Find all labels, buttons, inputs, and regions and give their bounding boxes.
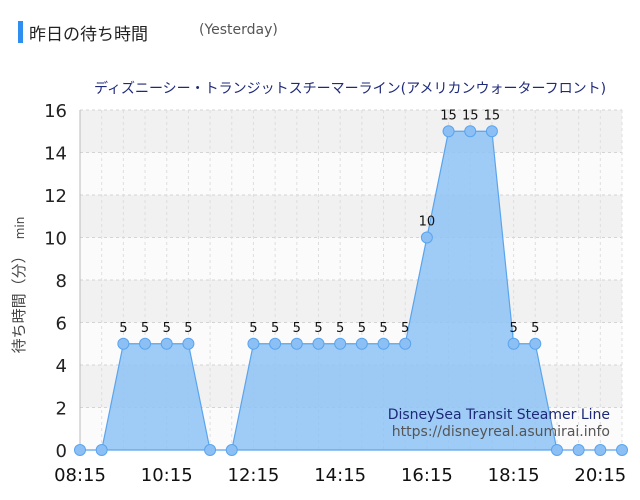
data-points (74, 125, 628, 456)
data-point (464, 125, 477, 138)
data-point (139, 337, 152, 350)
header-accent-bar (18, 21, 23, 43)
data-point (420, 231, 433, 244)
data-point (399, 337, 412, 350)
x-tick-label: 16:15 (401, 465, 453, 486)
data-point (247, 337, 260, 350)
y-axis-label: 待ち時間（分） (10, 248, 28, 353)
data-label: 5 (509, 321, 517, 336)
y-tick-label: 4 (56, 356, 67, 377)
y-tick-label: 14 (44, 144, 67, 165)
data-point (377, 337, 390, 350)
data-label: 5 (163, 321, 171, 336)
y-axis-unit: min (13, 217, 27, 240)
y-tick-label: 16 (44, 101, 67, 122)
data-point (182, 337, 195, 350)
data-point (204, 444, 217, 456)
y-axis-label-text: 待ち時間（分） min (9, 217, 28, 354)
header-title: 昨日の待ち時間 (29, 25, 148, 45)
x-tick-label: 10:15 (141, 465, 193, 486)
data-point (572, 444, 585, 456)
data-point (117, 337, 130, 350)
x-tick-label: 20:15 (574, 465, 626, 486)
data-label: 5 (358, 321, 366, 336)
plot-band (80, 280, 622, 323)
data-label: 5 (314, 321, 322, 336)
data-point (225, 444, 238, 456)
data-point (355, 337, 368, 350)
y-axis-ticks: 0 2 4 6 8 10 12 14 16 (44, 101, 67, 462)
data-label: 5 (249, 321, 257, 336)
y-axis-label-group: 待ち時間（分） min (9, 217, 28, 354)
data-label: 15 (440, 108, 457, 123)
data-label: 5 (119, 321, 127, 336)
y-tick-label: 0 (56, 441, 67, 462)
y-tick-label: 8 (56, 271, 67, 292)
data-label: 15 (462, 108, 479, 123)
data-point (485, 125, 498, 138)
y-tick-label: 10 (44, 229, 67, 250)
chart-header: 昨日の待ち時間 (Yesterday) (18, 18, 618, 46)
x-axis-ticks: 08:15 10:15 12:15 14:15 16:15 18:15 20:15 (54, 465, 626, 486)
watermark-url: https://disneyreal.asumirai.info (392, 424, 610, 440)
data-label: 5 (184, 321, 192, 336)
data-point (334, 337, 347, 350)
data-point (312, 337, 325, 350)
data-label: 5 (141, 321, 149, 336)
data-label: 5 (293, 321, 301, 336)
data-label: 5 (271, 321, 279, 336)
plot-band (80, 237, 622, 280)
data-label: 5 (379, 321, 387, 336)
data-label: 5 (401, 321, 409, 336)
data-point (616, 444, 628, 456)
data-point (594, 444, 607, 456)
data-point (550, 444, 563, 456)
data-label: 5 (336, 321, 344, 336)
x-tick-label: 14:15 (314, 465, 366, 486)
data-point (442, 125, 455, 138)
x-tick-label: 18:15 (488, 465, 540, 486)
data-label: 15 (484, 108, 501, 123)
data-point (290, 337, 303, 350)
data-label: 5 (531, 321, 539, 336)
data-point (74, 444, 86, 456)
data-point (160, 337, 173, 350)
data-point (269, 337, 282, 350)
y-tick-label: 12 (44, 186, 67, 207)
data-point (95, 444, 108, 456)
x-tick-label: 08:15 (54, 465, 106, 486)
plot-band (80, 152, 622, 195)
plot-band (80, 195, 622, 238)
chart-title: ディズニーシー・トランジットスチーマーライン(アメリカンウォーターフロント) (94, 80, 606, 97)
plot-band (80, 110, 622, 153)
watermark-title: DisneySea Transit Steamer Line (388, 407, 610, 423)
data-point (507, 337, 520, 350)
header-subtitle: (Yesterday) (199, 22, 278, 38)
y-tick-label: 6 (56, 314, 67, 335)
data-label: 10 (419, 215, 436, 230)
data-point (529, 337, 542, 350)
x-tick-label: 12:15 (228, 465, 280, 486)
y-tick-label: 2 (56, 399, 67, 420)
